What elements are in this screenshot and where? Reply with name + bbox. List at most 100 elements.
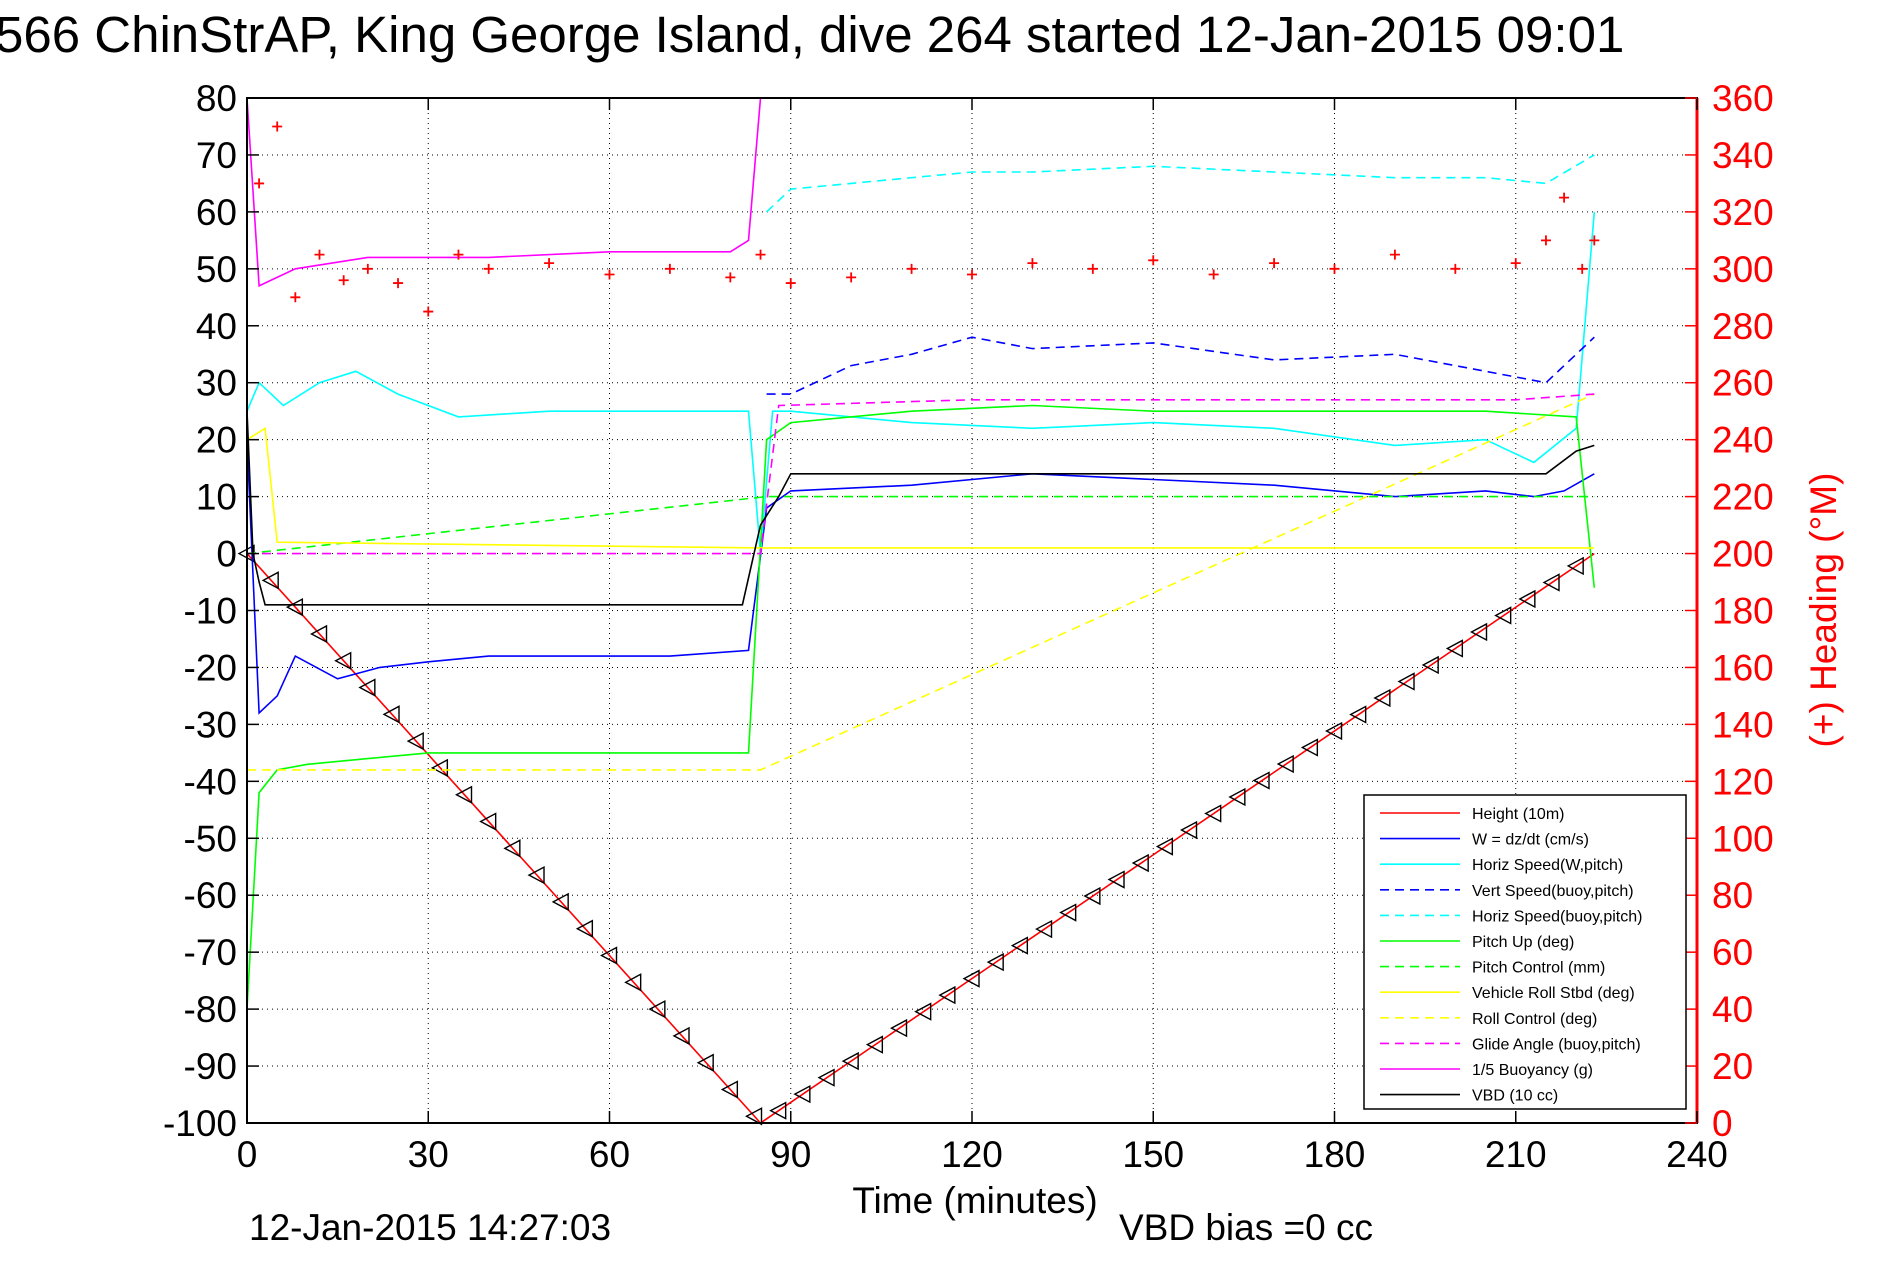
timestamp: 12-Jan-2015 14:27:03	[249, 1207, 611, 1248]
height-marker	[1228, 787, 1246, 807]
height-marker	[1470, 622, 1488, 642]
height-marker	[1131, 853, 1149, 873]
height-marker	[1542, 573, 1560, 592]
height-marker	[406, 731, 424, 751]
vbd-bias: VBD bias =0 cc	[1119, 1207, 1373, 1248]
y-right-tick-label: 200	[1712, 534, 1774, 575]
y-right-tick-label: 180	[1712, 591, 1774, 632]
y-tick-label: -20	[184, 647, 237, 688]
height-marker	[865, 1035, 884, 1054]
height-marker	[600, 946, 618, 965]
height-marker	[1059, 903, 1077, 922]
height-marker	[1035, 919, 1053, 939]
legend-label-glide-angle-buoy-pitch: Glide Angle (buoy,pitch)	[1472, 1036, 1641, 1053]
height-marker	[1300, 738, 1319, 757]
legend-label-roll-control-deg: Roll Control (deg)	[1472, 1011, 1597, 1028]
y-right-tick-label: 140	[1712, 704, 1774, 745]
y-right-tick-label: 160	[1712, 647, 1774, 688]
height-marker	[1204, 804, 1222, 823]
series-line-horiz-speed-buoy-pitch	[766, 154, 1595, 213]
heading-point	[1577, 263, 1588, 274]
height-marker	[1155, 837, 1174, 856]
height-marker	[914, 1002, 932, 1021]
y-tick-label: 30	[196, 363, 237, 404]
legend-label-vbd-10-cc: VBD (10 cc)	[1472, 1088, 1558, 1105]
heading-point	[1389, 249, 1400, 260]
y-right-tick-label: 80	[1712, 875, 1753, 916]
height-marker	[527, 865, 545, 885]
height-marker	[1276, 754, 1294, 774]
x-axis-label: Time (minutes)	[852, 1180, 1097, 1221]
height-marker	[382, 705, 400, 724]
height-marker	[1397, 672, 1415, 691]
heading-point	[1450, 263, 1461, 274]
series-line-vbd-10-cc	[246, 411, 1595, 606]
height-marker	[503, 839, 521, 858]
heading-point	[1208, 269, 1219, 280]
heading-point	[725, 272, 736, 283]
legend-label-vert-speed-buoy-pitch: Vert Speed(buoy,pitch)	[1472, 883, 1634, 900]
height-marker	[1518, 589, 1536, 609]
height-marker	[624, 973, 642, 992]
y-tick-label: -90	[184, 1046, 237, 1087]
heading-point	[1559, 192, 1570, 203]
heading-point	[1269, 258, 1280, 269]
legend-label-height-10m: Height (10m)	[1472, 806, 1564, 823]
height-marker	[962, 969, 980, 988]
heading-point	[362, 263, 373, 274]
y-right-tick-label: 0	[1712, 1103, 1733, 1144]
y-tick-label: -70	[184, 932, 237, 973]
heading-point	[254, 178, 265, 189]
heading-point	[785, 278, 796, 289]
height-marker	[745, 1107, 763, 1126]
legend-label-pitch-up-deg: Pitch Up (deg)	[1472, 934, 1574, 951]
series-line-1-5-buoyancy-g	[246, 97, 762, 288]
y-tick-label: 20	[196, 420, 237, 461]
heading-point	[290, 292, 301, 303]
heading-point	[423, 306, 434, 317]
heading-point	[338, 275, 349, 286]
height-marker	[696, 1053, 714, 1072]
heading-point	[1589, 235, 1600, 246]
height-marker	[1373, 688, 1391, 708]
legend-label-1-5-buoyancy-g: 1/5 Buoyancy (g)	[1472, 1062, 1593, 1079]
y-tick-label: 70	[196, 135, 237, 176]
heading-point	[453, 249, 464, 260]
heading-point	[755, 249, 766, 260]
heading-point	[846, 272, 857, 283]
height-marker	[358, 678, 376, 697]
legend-label-pitch-control-mm: Pitch Control (mm)	[1472, 960, 1605, 977]
height-marker	[285, 597, 304, 617]
height-marker	[430, 758, 449, 778]
x-tick-label: 180	[1304, 1134, 1366, 1175]
height-marker	[1566, 556, 1584, 576]
height-marker	[1421, 655, 1439, 675]
heading-point	[272, 121, 283, 132]
height-marker	[1180, 820, 1198, 840]
y-right-tick-label: 20	[1712, 1046, 1753, 1087]
y-right-tick-label: 220	[1712, 477, 1774, 518]
heading-point	[1027, 258, 1038, 269]
ticks-layer: 0 30 60 90 120 150 180 210 24080706050403020100-…	[163, 78, 1774, 1175]
height-marker	[1107, 870, 1125, 889]
series-layer	[237, 97, 1600, 1126]
x-tick-label: 0	[237, 1134, 258, 1175]
y-right-tick-label: 100	[1712, 818, 1774, 859]
x-tick-label: 90	[770, 1134, 811, 1175]
height-marker	[890, 1018, 908, 1038]
series-line-roll-control-deg	[247, 393, 1595, 771]
y-right-tick-label: 240	[1712, 420, 1774, 461]
y-right-tick-label: 120	[1712, 761, 1774, 802]
heading-point	[604, 269, 615, 280]
height-marker	[1445, 639, 1464, 658]
y-right-tick-label: 320	[1712, 192, 1774, 233]
heading-point	[483, 263, 494, 274]
height-marker	[334, 651, 352, 670]
height-marker	[672, 1026, 690, 1046]
y-tick-label: -40	[184, 761, 237, 802]
heading-point	[1540, 235, 1551, 246]
height-marker	[479, 812, 497, 831]
y-right-tick-label: 260	[1712, 363, 1774, 404]
